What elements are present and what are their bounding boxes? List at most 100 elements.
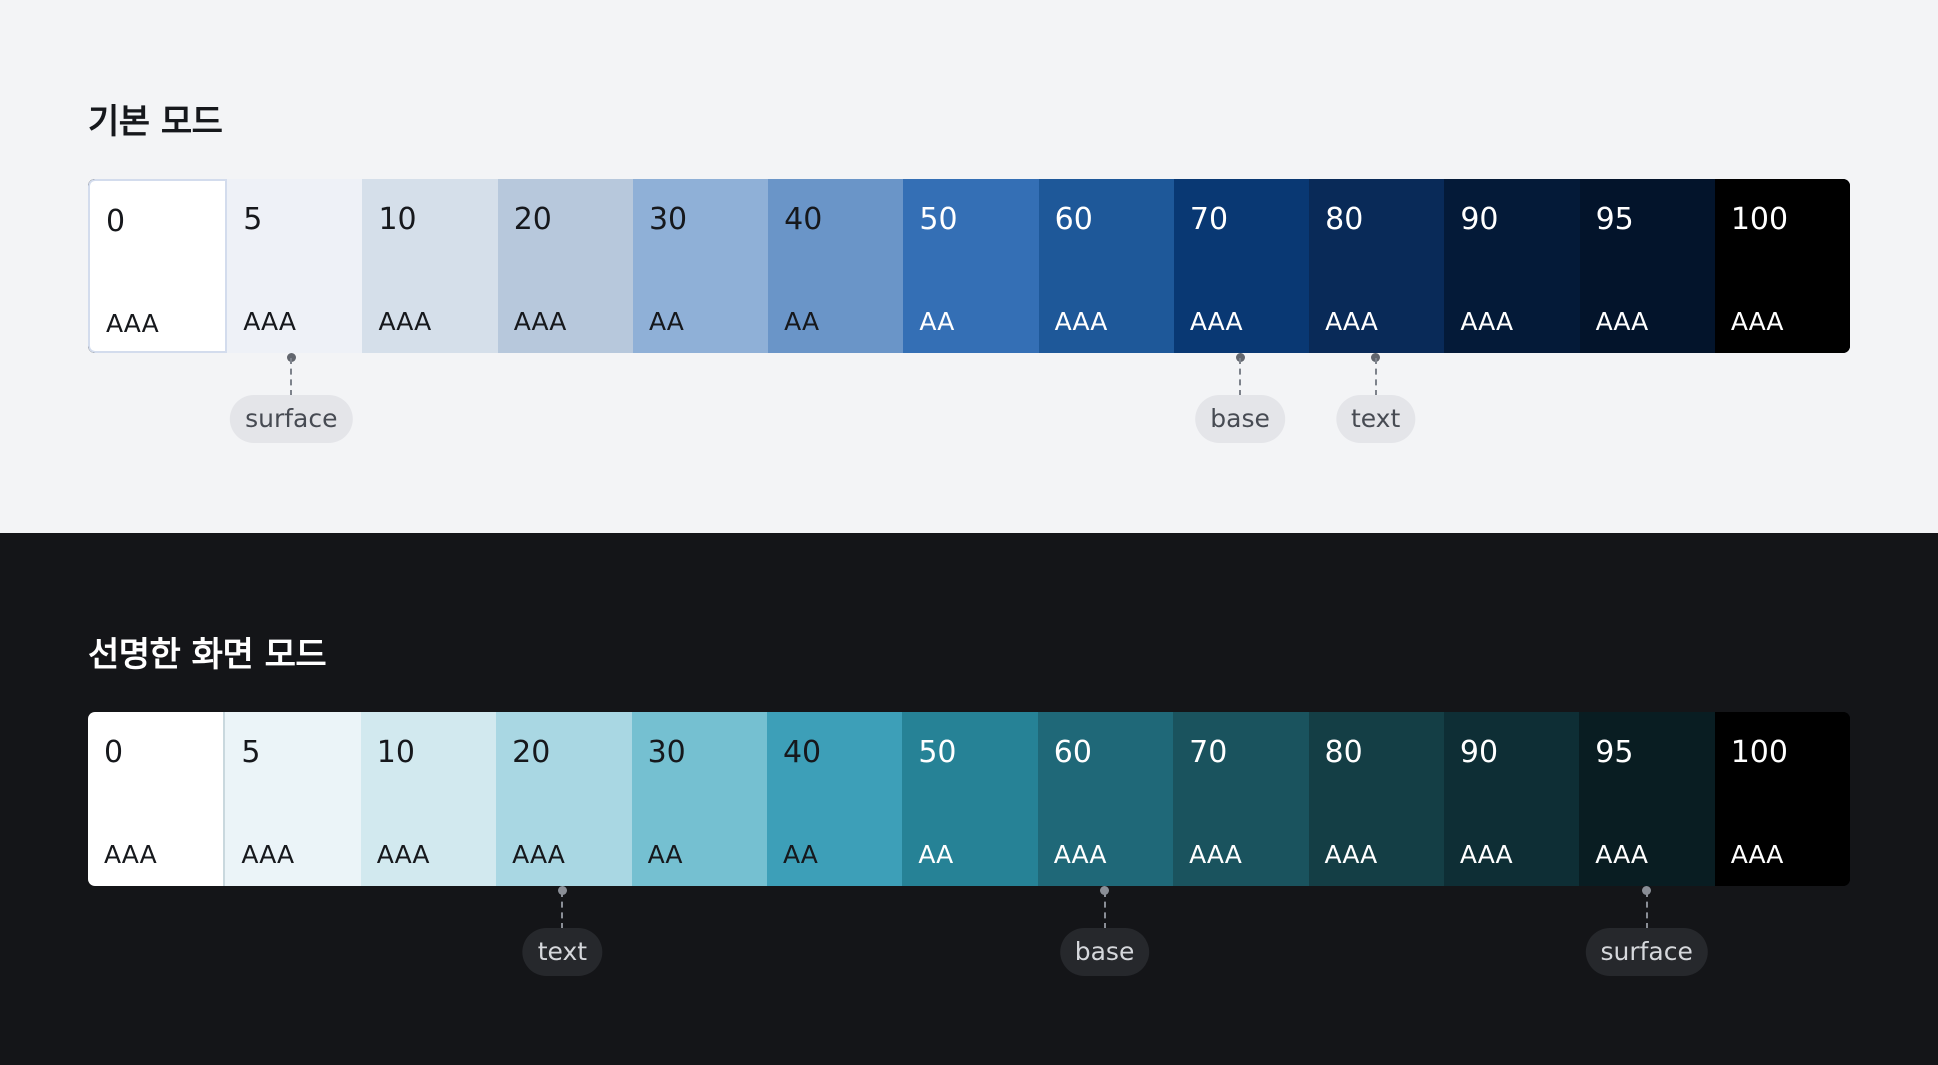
marker-connector-line — [561, 891, 564, 929]
swatch-step-label: 0 — [106, 204, 126, 239]
swatch-step-label: 40 — [782, 735, 822, 770]
marker-dot — [557, 886, 567, 895]
color-swatch-30: 30 AA — [631, 712, 767, 886]
swatch-contrast-grade: AAA — [1054, 307, 1108, 336]
color-swatch-90: 90 AAA — [1443, 712, 1580, 886]
color-swatch-100: 100 AAA — [1714, 179, 1850, 353]
color-swatch-90: 90 AAA — [1444, 179, 1580, 353]
swatch-step-label: 50 — [919, 202, 958, 237]
swatch-contrast-grade: AAA — [1595, 307, 1649, 336]
swatch-step-label: 5 — [241, 735, 261, 770]
swatch-step-label: 60 — [1053, 735, 1092, 770]
swatch-contrast-grade: AAA — [241, 840, 295, 869]
swatch-step-label: 30 — [648, 202, 688, 237]
color-swatch-70: 70 AAA — [1173, 179, 1310, 353]
color-swatch-20: 20 AAA — [497, 179, 633, 353]
swatch-step-label: 80 — [1324, 735, 1363, 770]
color-swatch-80: 80 AAA — [1308, 712, 1444, 886]
swatch-contrast-grade: AAA — [104, 840, 157, 869]
swatch-step-label: 50 — [918, 735, 957, 770]
swatch-contrast-grade: AAA — [243, 307, 296, 336]
swatch-contrast-grade: AAA — [1053, 840, 1107, 869]
swatch-step-label: 95 — [1595, 735, 1634, 770]
color-swatch-5: 5 AAA — [226, 179, 363, 353]
marker-connector-line — [1239, 358, 1242, 396]
color-swatch-0: 0 AAA — [88, 712, 224, 886]
swatch-step-label: 90 — [1460, 202, 1499, 237]
color-swatch-10: 10 AAA — [360, 712, 497, 886]
swatch-step-label: 95 — [1595, 202, 1634, 237]
color-swatch-5: 5 AAA — [223, 712, 361, 886]
default-mode-panel: 기본 모드 0 AAA 5 AAA 10 AAA 20 AAA 30 AA 40 AA 50 AA 60 AA… — [0, 0, 1938, 533]
default-mode-title: 기본 모드 — [88, 102, 223, 142]
swatch-step-label: 20 — [512, 735, 551, 770]
marker-dot — [1100, 886, 1110, 895]
swatch-contrast-grade: AA — [919, 307, 955, 336]
color-swatch-95: 95 AAA — [1579, 712, 1715, 886]
swatch-contrast-grade: AA — [918, 840, 954, 869]
marker-connector-line — [1374, 358, 1377, 396]
high-contrast-mode-title: 선명한 화면 모드 — [88, 635, 327, 675]
marker-dot — [1235, 353, 1245, 362]
color-swatch-100: 100 AAA — [1714, 712, 1850, 886]
color-swatch-50: 50 AA — [903, 179, 1039, 353]
swatch-contrast-grade: AAA — [512, 840, 565, 869]
marker-connector-line — [290, 358, 293, 396]
color-swatch-30: 30 AA — [632, 179, 769, 353]
swatch-step-label: 80 — [1325, 202, 1364, 237]
role-label-base: base — [1195, 395, 1285, 443]
color-swatch-20: 20 AAA — [496, 712, 632, 886]
swatch-step-label: 70 — [1189, 202, 1229, 237]
swatch-contrast-grade: AAA — [1595, 840, 1648, 869]
role-label-text: text — [522, 928, 603, 976]
swatch-contrast-grade: AA — [647, 840, 683, 869]
swatch-contrast-grade: AAA — [378, 307, 432, 336]
swatch-step-label: 70 — [1189, 735, 1228, 770]
swatch-contrast-grade: AAA — [106, 309, 159, 338]
swatch-contrast-grade: AAA — [376, 840, 430, 869]
swatch-contrast-grade: AA — [648, 307, 684, 336]
swatch-contrast-grade: AAA — [1189, 840, 1242, 869]
marker-dot — [286, 353, 296, 362]
swatch-contrast-grade: AAA — [513, 307, 567, 336]
swatch-step-label: 10 — [376, 735, 415, 770]
swatch-step-label: 100 — [1730, 735, 1788, 770]
color-swatch-40: 40 AA — [768, 179, 904, 353]
default-mode-color-scale: 0 AAA 5 AAA 10 AAA 20 AAA 30 AA 40 AA 50 AA 60 AAA 70 AAA… — [88, 179, 1850, 353]
color-swatch-10: 10 AAA — [362, 179, 498, 353]
color-swatch-50: 50 AA — [902, 712, 1038, 886]
swatch-step-label: 90 — [1459, 735, 1499, 770]
role-label-surface: surface — [1585, 928, 1708, 976]
swatch-contrast-grade: AAA — [1460, 307, 1514, 336]
role-label-surface: surface — [230, 395, 353, 443]
swatch-step-label: 5 — [243, 202, 263, 237]
swatch-step-label: 40 — [784, 202, 823, 237]
swatch-step-label: 10 — [378, 202, 417, 237]
color-swatch-70: 70 AAA — [1173, 712, 1309, 886]
swatch-contrast-grade: AAA — [1459, 840, 1513, 869]
color-swatch-95: 95 AAA — [1579, 179, 1715, 353]
role-label-text: text — [1335, 395, 1416, 443]
swatch-contrast-grade: AA — [784, 307, 820, 336]
color-swatch-0: 0 AAA — [88, 179, 227, 353]
swatch-step-label: 60 — [1054, 202, 1093, 237]
swatch-contrast-grade: AAA — [1730, 840, 1784, 869]
marker-dot — [1371, 353, 1381, 362]
color-swatch-80: 80 AAA — [1309, 179, 1445, 353]
swatch-step-label: 0 — [104, 735, 124, 770]
marker-dot — [1642, 886, 1652, 895]
swatch-step-label: 100 — [1730, 202, 1789, 237]
high-contrast-mode-panel: 선명한 화면 모드 0 AAA 5 AAA 10 AAA 20 AAA 30 AA 40 AA 50 AA… — [0, 533, 1938, 1065]
swatch-contrast-grade: AAA — [1324, 840, 1378, 869]
swatch-contrast-grade: AAA — [1189, 307, 1243, 336]
swatch-contrast-grade: AAA — [1730, 307, 1784, 336]
role-label-base: base — [1059, 928, 1150, 976]
swatch-step-label: 30 — [647, 735, 686, 770]
color-swatch-60: 60 AAA — [1038, 179, 1174, 353]
marker-connector-line — [1645, 891, 1648, 929]
color-swatch-60: 60 AAA — [1037, 712, 1174, 886]
high-contrast-mode-color-scale: 0 AAA 5 AAA 10 AAA 20 AAA 30 AA 40 AA 50 AA 60 AAA 70 AAA… — [88, 712, 1850, 886]
swatch-step-label: 20 — [513, 202, 552, 237]
color-swatch-40: 40 AA — [766, 712, 903, 886]
swatch-contrast-grade: AA — [782, 840, 818, 869]
